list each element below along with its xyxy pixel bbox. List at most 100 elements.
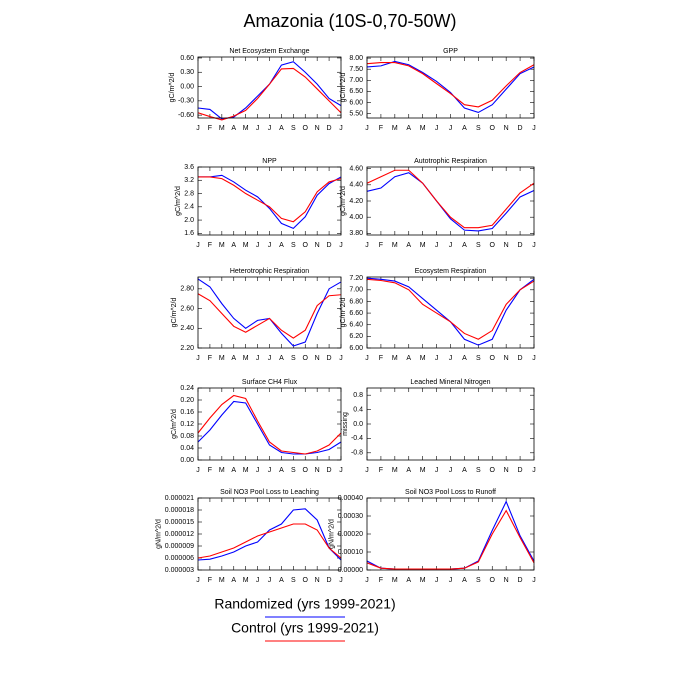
panel: Soil NO3 Pool Loss to Runoff 0.00040 0.000…	[329, 489, 536, 584]
x-tick-label: A	[279, 125, 284, 132]
y-tick-label: 0.16	[180, 409, 194, 416]
x-tick-label: M	[243, 577, 249, 584]
panel-title: Surface CH4 Flux	[242, 379, 298, 386]
x-tick-label: J	[339, 577, 343, 584]
y-tick-label: 0.0	[353, 421, 363, 428]
series-line	[197, 67, 342, 121]
panel-title: Autotrophic Respiration	[414, 158, 487, 165]
y-tick-label: 0.000018	[165, 507, 194, 514]
x-tick-label: M	[243, 242, 249, 249]
x-tick-label: J	[339, 355, 343, 362]
y-tick-label: 6.00	[349, 99, 363, 106]
y-tick-label: -0.4	[351, 435, 363, 442]
x-tick-label: F	[379, 242, 383, 249]
series-line	[366, 169, 535, 229]
y-tick-label: 2.0	[184, 217, 194, 224]
x-tick-label: M	[420, 577, 426, 584]
x-tick-label: O	[303, 242, 309, 249]
x-tick-label: A	[406, 242, 411, 249]
x-tick-label: J	[268, 577, 272, 584]
x-tick-label: N	[504, 125, 509, 132]
y-tick-label: 2.8	[184, 190, 194, 197]
x-tick-label: A	[406, 467, 411, 474]
y-tick-label: 4.00	[349, 214, 363, 221]
y-tick-label: -0.60	[178, 112, 194, 119]
x-tick-label: J	[365, 467, 369, 474]
y-tick-label: 4.60	[349, 165, 363, 172]
x-tick-label: D	[327, 577, 332, 584]
x-tick-label: J	[268, 355, 272, 362]
y-tick-label: 0.12	[180, 421, 194, 428]
panel-title: Soil NO3 Pool Loss to Leaching	[220, 489, 319, 496]
plot-frame	[197, 497, 342, 571]
series-line	[197, 278, 342, 347]
x-tick-label: M	[392, 577, 398, 584]
x-tick-label: D	[327, 125, 332, 132]
x-tick-label: D	[518, 242, 523, 249]
series-line	[197, 508, 342, 561]
x-tick-label: F	[379, 577, 383, 584]
series-line	[197, 61, 342, 120]
x-tick-label: J	[196, 125, 200, 132]
y-tick-label: 3.6	[184, 164, 194, 171]
y-tick-label: 0.00020	[338, 531, 363, 538]
x-tick-label: O	[490, 577, 496, 584]
x-tick-label: J	[532, 467, 536, 474]
x-tick-label: N	[504, 242, 509, 249]
series-line	[366, 500, 535, 570]
x-tick-label: F	[208, 467, 212, 474]
y-tick-label: 0.00000	[338, 567, 363, 574]
x-tick-label: O	[303, 355, 309, 362]
y-tick-label: 2.20	[180, 345, 194, 352]
panel: Surface CH4 Flux 0.24 0.20 0.16 0.12 0.08 0.04…	[171, 379, 343, 474]
y-tick-label: 0.00010	[338, 549, 363, 556]
x-tick-label: S	[476, 467, 481, 474]
x-tick-label: M	[219, 577, 225, 584]
panel-title: NPP	[262, 158, 277, 165]
x-tick-label: J	[532, 355, 536, 362]
y-axis-label: gC/m^2/d	[175, 186, 182, 216]
x-tick-label: M	[420, 125, 426, 132]
panel-title: Net Ecosystem Exchange	[229, 48, 309, 55]
x-tick-label: J	[256, 467, 260, 474]
legend-label: Randomized (yrs 1999-2021)	[214, 596, 395, 612]
y-tick-label: 6.20	[349, 333, 363, 340]
x-tick-label: M	[219, 467, 225, 474]
x-tick-label: A	[279, 355, 284, 362]
x-tick-label: A	[279, 467, 284, 474]
panel-title: Heterotrophic Respiration	[230, 268, 309, 275]
y-tick-label: 0.000012	[165, 531, 194, 538]
y-tick-label: 0.00	[180, 83, 194, 90]
x-tick-label: O	[490, 467, 496, 474]
y-tick-label: 0.000006	[165, 555, 194, 562]
y-tick-label: 7.00	[349, 287, 363, 294]
series-line	[366, 278, 535, 340]
x-tick-label: M	[420, 467, 426, 474]
x-tick-label: J	[365, 355, 369, 362]
y-axis-label: gC/m^2/d	[169, 73, 176, 103]
x-tick-label: M	[392, 355, 398, 362]
y-tick-label: 0.08	[180, 433, 194, 440]
x-tick-label: J	[435, 467, 439, 474]
x-tick-label: J	[268, 125, 272, 132]
y-tick-label: 0.00	[180, 457, 194, 464]
x-tick-label: S	[291, 242, 296, 249]
y-axis-label: gN/m^2/d	[156, 519, 163, 549]
y-tick-label: 7.50	[349, 66, 363, 73]
x-tick-label: D	[518, 125, 523, 132]
x-tick-label: J	[532, 242, 536, 249]
plot-frame	[366, 497, 535, 571]
x-tick-label: J	[435, 577, 439, 584]
x-tick-label: J	[449, 467, 453, 474]
x-tick-label: J	[196, 577, 200, 584]
x-tick-label: A	[406, 355, 411, 362]
x-tick-label: A	[279, 577, 284, 584]
series-line	[197, 400, 342, 455]
x-tick-label: A	[462, 577, 467, 584]
y-tick-label: 1.6	[184, 230, 194, 237]
y-tick-label: 6.50	[349, 88, 363, 95]
y-tick-label: 0.20	[180, 397, 194, 404]
x-tick-label: J	[256, 577, 260, 584]
